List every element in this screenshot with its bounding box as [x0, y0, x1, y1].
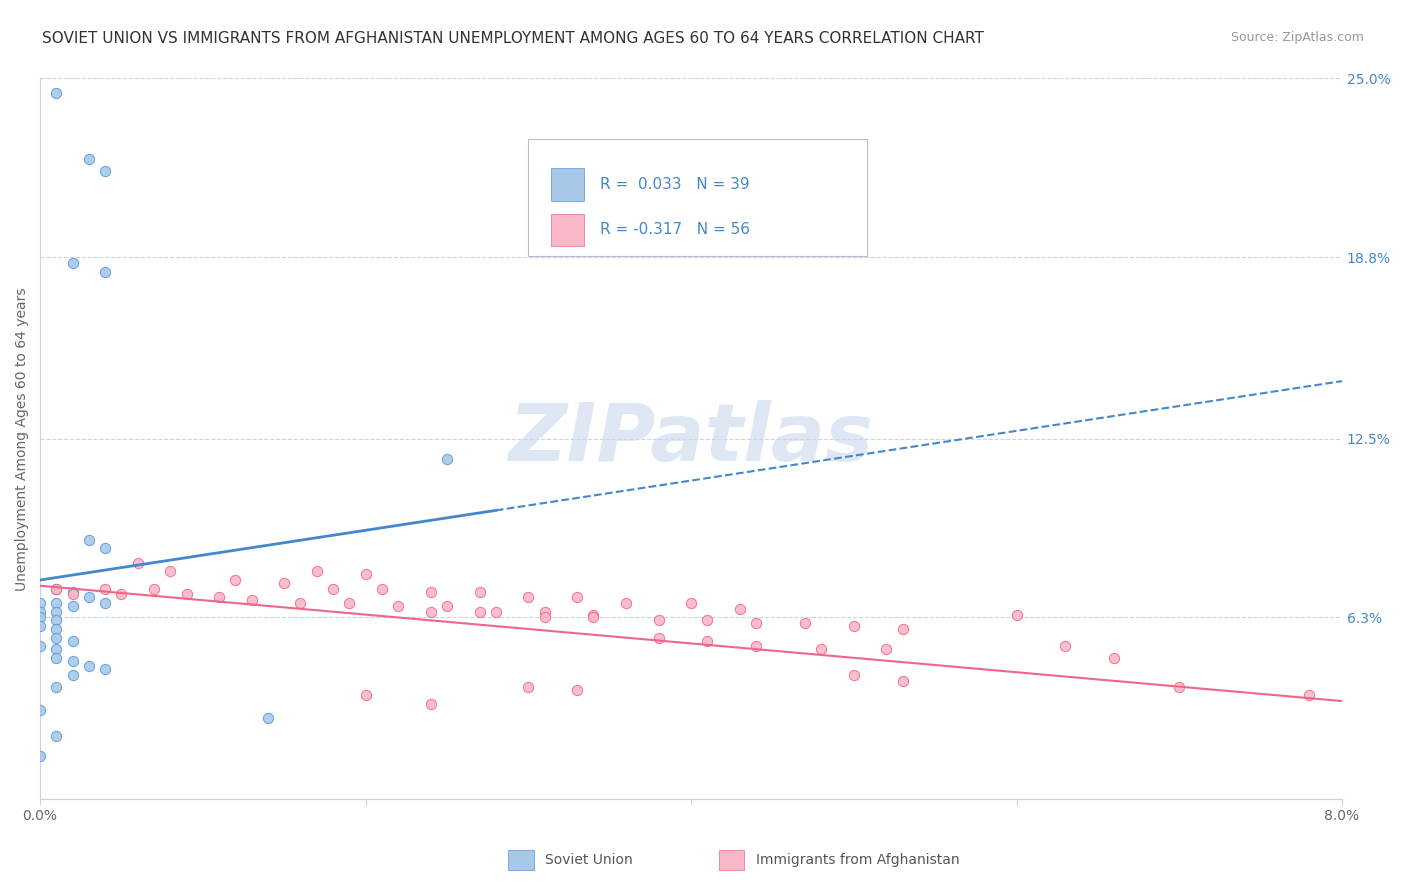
Point [387, 599, 409, 613]
Point [62, 654, 84, 668]
Point [745, 616, 768, 631]
Point [681, 596, 703, 610]
Point [436, 452, 458, 467]
Point [30, 610, 52, 624]
Point [419, 584, 441, 599]
Point [77, 152, 100, 166]
Point [127, 556, 149, 570]
Point [257, 711, 280, 725]
Point [94, 596, 117, 610]
Text: ZIPatlas: ZIPatlas [509, 400, 873, 478]
Point [468, 605, 491, 619]
Point [891, 622, 914, 636]
Point [77, 591, 100, 605]
Text: Source: ZipAtlas.com: Source: ZipAtlas.com [1230, 31, 1364, 45]
Point [176, 587, 198, 601]
Text: SOVIET UNION VS IMMIGRANTS FROM AFGHANISTAN UNEMPLOYMENT AMONG AGES 60 TO 64 YEA: SOVIET UNION VS IMMIGRANTS FROM AFGHANIS… [42, 31, 984, 46]
Point [30, 748, 52, 763]
Point [208, 591, 231, 605]
Point [647, 613, 669, 627]
Point [842, 619, 865, 633]
Point [45, 631, 67, 645]
Point [62, 633, 84, 648]
Point [110, 587, 132, 601]
Point [842, 668, 865, 682]
Point [143, 582, 166, 596]
Point [45, 613, 67, 627]
Point [305, 565, 328, 579]
Text: R =  0.033   N = 39: R = 0.033 N = 39 [600, 177, 749, 192]
Point [77, 533, 100, 547]
Point [565, 591, 588, 605]
Y-axis label: Unemployment Among Ages 60 to 64 years: Unemployment Among Ages 60 to 64 years [15, 287, 30, 591]
Point [45, 729, 67, 743]
Point [30, 703, 52, 717]
Point [582, 607, 605, 622]
Point [728, 602, 751, 616]
Point [94, 582, 117, 596]
Point [1005, 607, 1028, 622]
Point [1298, 688, 1320, 702]
Point [533, 610, 555, 624]
Point [45, 680, 67, 694]
Point [371, 582, 394, 596]
Text: Soviet Union: Soviet Union [546, 853, 633, 867]
Point [30, 640, 52, 654]
Point [45, 605, 67, 619]
Point [354, 567, 377, 582]
Point [94, 163, 117, 178]
Point [322, 582, 344, 596]
Point [794, 616, 817, 631]
Point [77, 659, 100, 673]
Point [337, 596, 360, 610]
Point [614, 596, 637, 610]
Point [45, 582, 67, 596]
Point [891, 673, 914, 688]
Point [45, 642, 67, 657]
Point [94, 541, 117, 556]
Point [436, 599, 458, 613]
Point [62, 599, 84, 613]
Point [62, 256, 84, 270]
Point [224, 573, 246, 587]
Point [517, 591, 540, 605]
Point [745, 640, 768, 654]
Point [1102, 650, 1125, 665]
Point [354, 688, 377, 702]
Point [45, 582, 67, 596]
Point [875, 642, 897, 657]
Point [240, 593, 263, 607]
Point [582, 610, 605, 624]
Point [273, 575, 295, 590]
Point [647, 631, 669, 645]
Point [565, 682, 588, 697]
Point [419, 697, 441, 711]
Point [62, 584, 84, 599]
Point [696, 613, 718, 627]
Point [533, 605, 555, 619]
Point [62, 587, 84, 601]
Point [290, 596, 312, 610]
Text: Immigrants from Afghanistan: Immigrants from Afghanistan [756, 853, 959, 867]
Point [517, 680, 540, 694]
Point [30, 605, 52, 619]
Point [468, 584, 491, 599]
Point [30, 619, 52, 633]
Point [45, 622, 67, 636]
Point [45, 86, 67, 100]
Point [1168, 680, 1191, 694]
Text: R = -0.317   N = 56: R = -0.317 N = 56 [600, 222, 749, 237]
Point [159, 565, 181, 579]
Point [62, 668, 84, 682]
Point [45, 650, 67, 665]
Point [810, 642, 832, 657]
Point [485, 605, 508, 619]
Point [30, 596, 52, 610]
Point [1054, 640, 1077, 654]
Point [94, 662, 117, 676]
Point [94, 264, 117, 278]
Point [45, 596, 67, 610]
Point [419, 605, 441, 619]
Point [696, 633, 718, 648]
